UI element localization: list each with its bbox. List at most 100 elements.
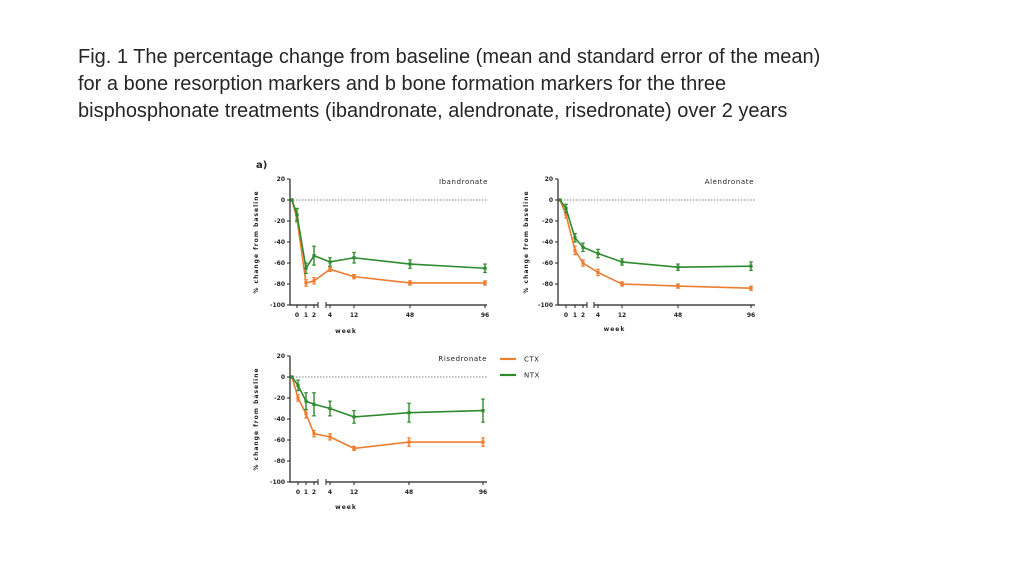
series-ctx bbox=[558, 198, 753, 291]
data-point bbox=[564, 213, 568, 217]
series-ctx bbox=[290, 198, 487, 287]
panel-label: a) bbox=[256, 160, 267, 171]
series-line bbox=[559, 199, 752, 269]
legend-label-ntx: NTX bbox=[524, 372, 540, 380]
data-point bbox=[312, 279, 316, 283]
data-point bbox=[407, 411, 411, 415]
data-point bbox=[620, 282, 624, 286]
x-tick-label: 4 bbox=[596, 312, 600, 319]
x-tick-label: 0 bbox=[564, 312, 568, 319]
data-point bbox=[408, 262, 412, 266]
chart-title: Ibandronate bbox=[439, 178, 488, 186]
y-tick-label: -20 bbox=[274, 395, 285, 402]
y-tick-label: -80 bbox=[274, 281, 285, 288]
series-ntx bbox=[558, 198, 753, 271]
y-tick-label: 20 bbox=[545, 176, 553, 183]
caption-line-1: Fig. 1 The percentage change from baseli… bbox=[78, 46, 821, 68]
x-tick-label: 0 bbox=[296, 489, 300, 496]
x-tick-label: 2 bbox=[581, 312, 585, 319]
data-point bbox=[581, 245, 585, 249]
data-point bbox=[290, 198, 294, 202]
data-point bbox=[573, 248, 577, 252]
data-point bbox=[352, 256, 356, 260]
y-tick-label: -40 bbox=[274, 239, 285, 246]
data-point bbox=[573, 236, 577, 240]
data-point bbox=[295, 213, 299, 217]
data-point bbox=[328, 435, 332, 439]
x-tick-label: 4 bbox=[328, 489, 332, 496]
y-tick-label: 0 bbox=[281, 197, 285, 204]
data-point bbox=[352, 446, 356, 450]
y-tick-label: 20 bbox=[277, 176, 285, 183]
data-point bbox=[596, 251, 600, 256]
y-tick-label: -100 bbox=[538, 302, 553, 309]
data-point bbox=[596, 270, 600, 275]
data-point bbox=[296, 383, 300, 387]
x-tick-label: 12 bbox=[350, 312, 358, 319]
data-point bbox=[352, 275, 356, 279]
x-tick-label: 12 bbox=[350, 489, 358, 496]
caption-line-3: bisphosphonate treatments (ibandronate, … bbox=[78, 100, 788, 122]
data-point bbox=[328, 406, 332, 411]
data-point bbox=[483, 281, 487, 285]
x-tick-label: 12 bbox=[618, 312, 626, 319]
data-point bbox=[749, 264, 753, 268]
data-point bbox=[581, 261, 585, 265]
x-tick-label: 48 bbox=[406, 312, 414, 319]
y-tick-label: -60 bbox=[542, 260, 553, 267]
y-axis-label: % change from baseline bbox=[523, 190, 530, 293]
data-point bbox=[481, 409, 485, 413]
x-tick-label: 1 bbox=[304, 312, 308, 319]
data-point bbox=[304, 281, 308, 285]
x-tick-label: 1 bbox=[304, 489, 308, 496]
y-tick-label: -60 bbox=[274, 437, 285, 444]
data-point bbox=[558, 198, 562, 202]
series-line bbox=[291, 199, 486, 271]
x-tick-label: 0 bbox=[295, 312, 299, 319]
y-tick-label: 20 bbox=[277, 353, 285, 360]
series-line bbox=[291, 199, 485, 284]
x-tick-label: 4 bbox=[328, 312, 332, 319]
legend-label-ctx: CTX bbox=[524, 356, 539, 364]
chart-title: Alendronate bbox=[705, 178, 754, 186]
y-tick-label: -80 bbox=[274, 458, 285, 465]
y-tick-label: 0 bbox=[281, 374, 285, 381]
series-line bbox=[291, 376, 483, 450]
data-point bbox=[676, 265, 680, 269]
series-ctx bbox=[290, 375, 485, 452]
y-axis-label: % change from baseline bbox=[253, 190, 260, 293]
data-point bbox=[312, 432, 316, 436]
x-tick-label: 96 bbox=[479, 489, 487, 496]
x-tick-label: 2 bbox=[312, 312, 316, 319]
data-point bbox=[408, 281, 412, 285]
x-axis-label: week bbox=[604, 326, 626, 333]
chart-title: Risedronate bbox=[438, 355, 487, 363]
data-point bbox=[290, 375, 294, 379]
figure-caption: Fig. 1 The percentage change from baseli… bbox=[78, 44, 978, 125]
data-point bbox=[328, 267, 332, 271]
data-point bbox=[407, 440, 411, 444]
x-tick-label: 2 bbox=[312, 489, 316, 496]
y-tick-label: 0 bbox=[549, 197, 553, 204]
y-tick-label: -100 bbox=[270, 302, 285, 309]
data-point bbox=[312, 254, 316, 258]
data-point bbox=[620, 260, 624, 264]
data-point bbox=[296, 396, 300, 400]
data-point bbox=[564, 206, 568, 210]
data-point bbox=[304, 266, 308, 270]
data-point bbox=[352, 415, 356, 419]
x-tick-label: 96 bbox=[481, 312, 489, 319]
x-tick-label: 48 bbox=[674, 312, 682, 319]
y-tick-label: -60 bbox=[274, 260, 285, 267]
series-ntx bbox=[290, 375, 485, 424]
series-line bbox=[291, 376, 484, 418]
y-tick-label: -80 bbox=[542, 281, 553, 288]
y-tick-label: -20 bbox=[274, 218, 285, 225]
x-axis-label: week bbox=[335, 504, 357, 511]
y-axis-label: % change from baseline bbox=[253, 367, 260, 470]
series-ntx bbox=[290, 198, 487, 275]
legend: CTX NTX bbox=[500, 356, 540, 380]
